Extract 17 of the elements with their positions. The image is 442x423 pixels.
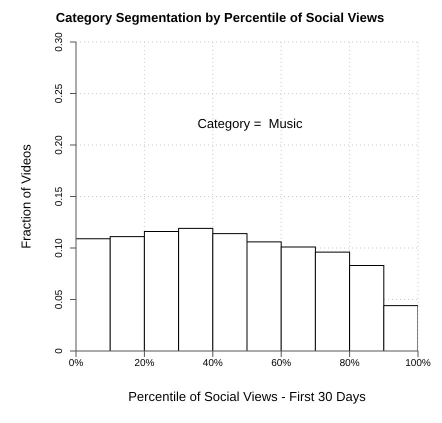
y-tick-label: 0 (54, 348, 65, 354)
y-tick-label: 0.15 (54, 186, 65, 206)
x-axis-title: Percentile of Social Views - First 30 Days (128, 389, 366, 404)
x-tick-label: 20% (134, 358, 155, 370)
y-tick-label: 0.25 (54, 83, 65, 104)
y-tick-label: 0.10 (54, 238, 65, 258)
y-tick-label: 0.05 (54, 289, 65, 310)
y-tick-label: 0.30 (54, 32, 65, 52)
x-tick-label: 100% (405, 358, 431, 370)
x-tick-label: 80% (340, 358, 360, 370)
annotation: Category = Music (196, 116, 304, 131)
x-tick-label: 0% (68, 358, 84, 370)
y-tick-label: 0.20 (54, 134, 65, 155)
y-axis-title: Fraction of Videos (18, 144, 34, 249)
chart-title: Category Segmentation by Percentile of Social Views (54, 10, 386, 25)
x-tick-label: 60% (271, 358, 292, 370)
x-tick-label: 40% (202, 358, 223, 370)
